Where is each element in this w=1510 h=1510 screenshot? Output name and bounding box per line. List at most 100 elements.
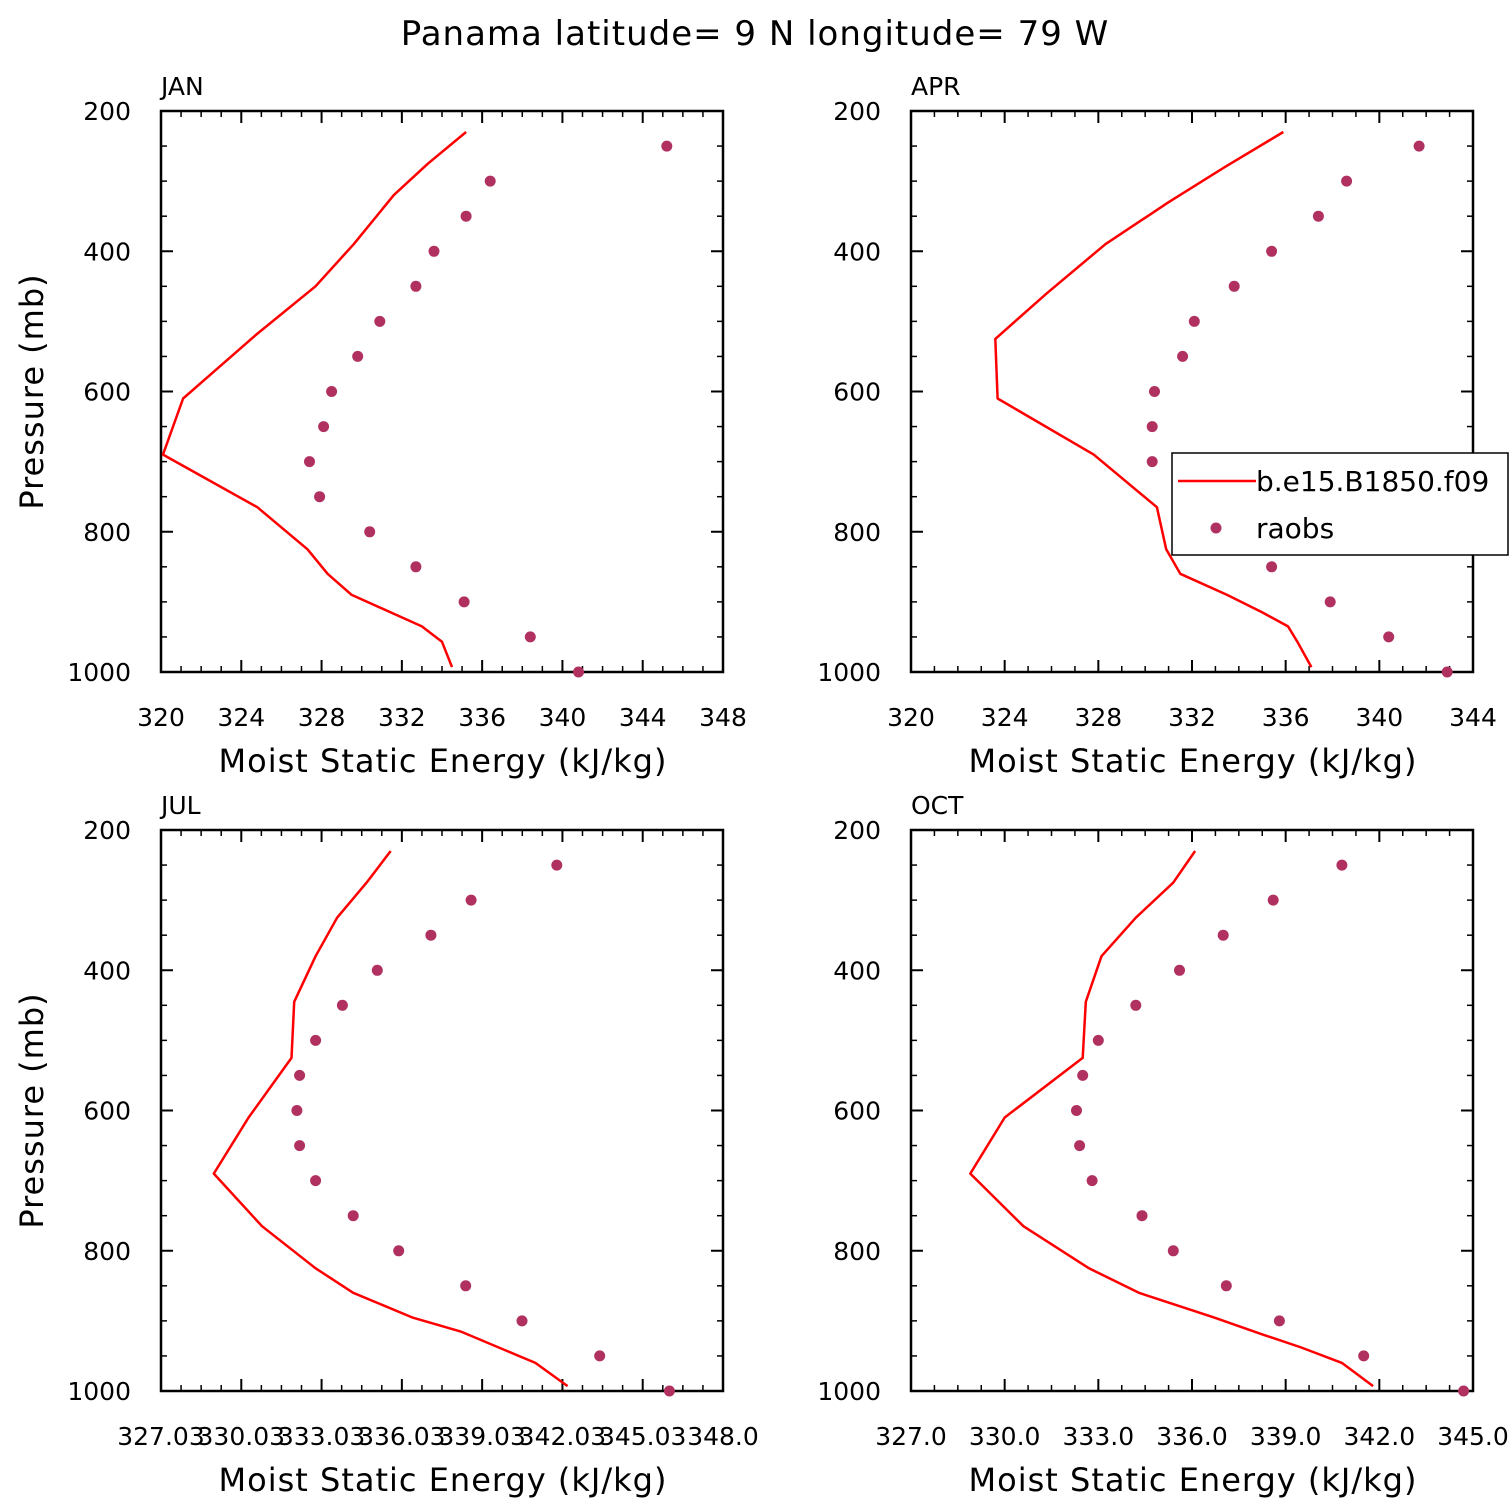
y-tick-label: 600 — [83, 378, 131, 407]
raobs-point — [410, 561, 422, 573]
legend-box — [1171, 452, 1509, 556]
x-tick-label: 345.03 — [599, 1422, 686, 1451]
raobs-point — [1383, 631, 1395, 643]
x-tick-label: 324 — [217, 703, 265, 732]
raobs-point — [1341, 175, 1353, 187]
raobs-point — [336, 999, 348, 1011]
x-tick-label: 320 — [137, 703, 185, 732]
x-tick-label: 345.0 — [1437, 1422, 1509, 1451]
raobs-point — [1167, 1245, 1179, 1257]
model-profile-line — [969, 850, 1374, 1388]
raobs-point — [347, 1210, 359, 1222]
raobs-point — [1077, 1069, 1089, 1081]
model-profile-line — [212, 850, 569, 1388]
y-tick-label: 600 — [833, 378, 881, 407]
legend-model-label: b.e15.B1850.f09 — [1256, 465, 1489, 498]
x-axis-title: Moist Static Energy (kJ/kg) — [219, 742, 668, 780]
y-tick-label: 200 — [83, 97, 131, 126]
y-tick-label: 400 — [83, 237, 131, 266]
raobs-point — [1177, 350, 1189, 362]
raobs-point — [594, 1350, 606, 1362]
x-axis-title: Moist Static Energy (kJ/kg) — [969, 1461, 1418, 1499]
raobs-point — [291, 1105, 303, 1116]
raobs-point — [310, 1175, 322, 1187]
legend-obs-swatch — [1210, 522, 1222, 534]
raobs-point — [326, 386, 338, 397]
raobs-point — [1074, 1140, 1086, 1152]
y-tick-label: 200 — [83, 816, 131, 845]
raobs-point — [1220, 1280, 1232, 1292]
y-tick-label: 200 — [833, 816, 881, 845]
x-tick-label: 336.0 — [1156, 1422, 1228, 1451]
x-tick-label: 330.03 — [198, 1422, 285, 1451]
y-tick-label: 1000 — [67, 658, 131, 687]
panel-jan: 320 324 328 332 336 340 344 348 200 400 600 800 1000… — [13, 72, 747, 780]
raobs-point — [551, 859, 563, 871]
panel-oct: 327.0 330.0 333.0 336.0 339.0 342.0 345.0 200 40… — [817, 791, 1508, 1499]
x-tick-label: 333.03 — [278, 1422, 365, 1451]
y-axis-title: Pressure (mb) — [13, 992, 51, 1228]
x-tick-label: 340 — [539, 703, 587, 732]
raobs-point — [1324, 596, 1336, 608]
x-tick-label: 330.0 — [969, 1422, 1041, 1451]
raobs-point — [1188, 315, 1200, 327]
raobs-point — [1458, 1385, 1470, 1397]
y-tick-label: 1000 — [67, 1377, 131, 1406]
x-tick-label: 332 — [1168, 703, 1216, 732]
raobs-point — [1217, 929, 1229, 941]
y-tick-label: 400 — [833, 237, 881, 266]
x-tick-label: 328 — [1074, 703, 1122, 732]
raobs-point — [1146, 421, 1158, 433]
y-tick-label: 600 — [83, 1097, 131, 1126]
raobs-point — [1266, 245, 1278, 257]
raobs-point — [1266, 561, 1278, 573]
raobs-point — [425, 929, 437, 941]
panel-apr: 320 324 328 332 336 340 344 200 400 600 800 1000 APR… — [817, 72, 1509, 780]
raobs-point — [1413, 140, 1425, 152]
x-tick-label: 348.0 — [687, 1422, 759, 1451]
x-tick-label: 333.0 — [1063, 1422, 1135, 1451]
raobs-point — [1086, 1175, 1098, 1187]
model-profile-line — [994, 130, 1313, 668]
raobs-point — [1228, 280, 1240, 292]
x-tick-label: 320 — [887, 703, 935, 732]
x-tick-label: 327.0 — [875, 1422, 947, 1451]
x-tick-label: 336 — [458, 703, 506, 732]
raobs-point — [1146, 456, 1158, 468]
y-tick-label: 400 — [83, 956, 131, 985]
y-tick-label: 600 — [833, 1097, 881, 1126]
x-axis-title: Moist Static Energy (kJ/kg) — [219, 1461, 668, 1499]
raobs-point — [374, 315, 386, 327]
raobs-point — [484, 175, 496, 187]
raobs-point — [294, 1069, 306, 1081]
x-tick-label: 327.03 — [117, 1422, 204, 1451]
raobs-point — [1312, 210, 1324, 222]
y-tick-label: 800 — [83, 1237, 131, 1266]
raobs-point — [1130, 999, 1142, 1011]
figure-title: Panama latitude= 9 N longitude= 79 W — [401, 14, 1110, 54]
raobs-point — [661, 140, 673, 152]
panel-jul: 327.03330.03333.03336.03339.03342.03345.… — [13, 791, 759, 1499]
panel-label: OCT — [911, 791, 964, 820]
raobs-point — [314, 491, 326, 503]
x-tick-label: 336.03 — [358, 1422, 445, 1451]
x-tick-label: 348 — [699, 703, 747, 732]
y-tick-label: 800 — [83, 518, 131, 547]
raobs-point — [410, 280, 422, 292]
raobs-point — [460, 1280, 472, 1292]
x-tick-label: 332 — [378, 703, 426, 732]
raobs-point — [393, 1245, 405, 1257]
raobs-point — [310, 1034, 322, 1046]
legend: b.e15.B1850.f09 raobs — [1171, 452, 1509, 556]
raobs-point — [460, 210, 472, 222]
x-tick-label: 336 — [1262, 703, 1310, 732]
x-tick-label: 344 — [619, 703, 667, 732]
raobs-point — [573, 666, 584, 678]
raobs-point — [304, 456, 315, 468]
panel-label: JUL — [159, 791, 201, 820]
raobs-point — [1358, 1350, 1370, 1362]
x-tick-label: 342.03 — [519, 1422, 606, 1451]
raobs-point — [318, 421, 330, 433]
raobs-point — [1071, 1105, 1082, 1116]
